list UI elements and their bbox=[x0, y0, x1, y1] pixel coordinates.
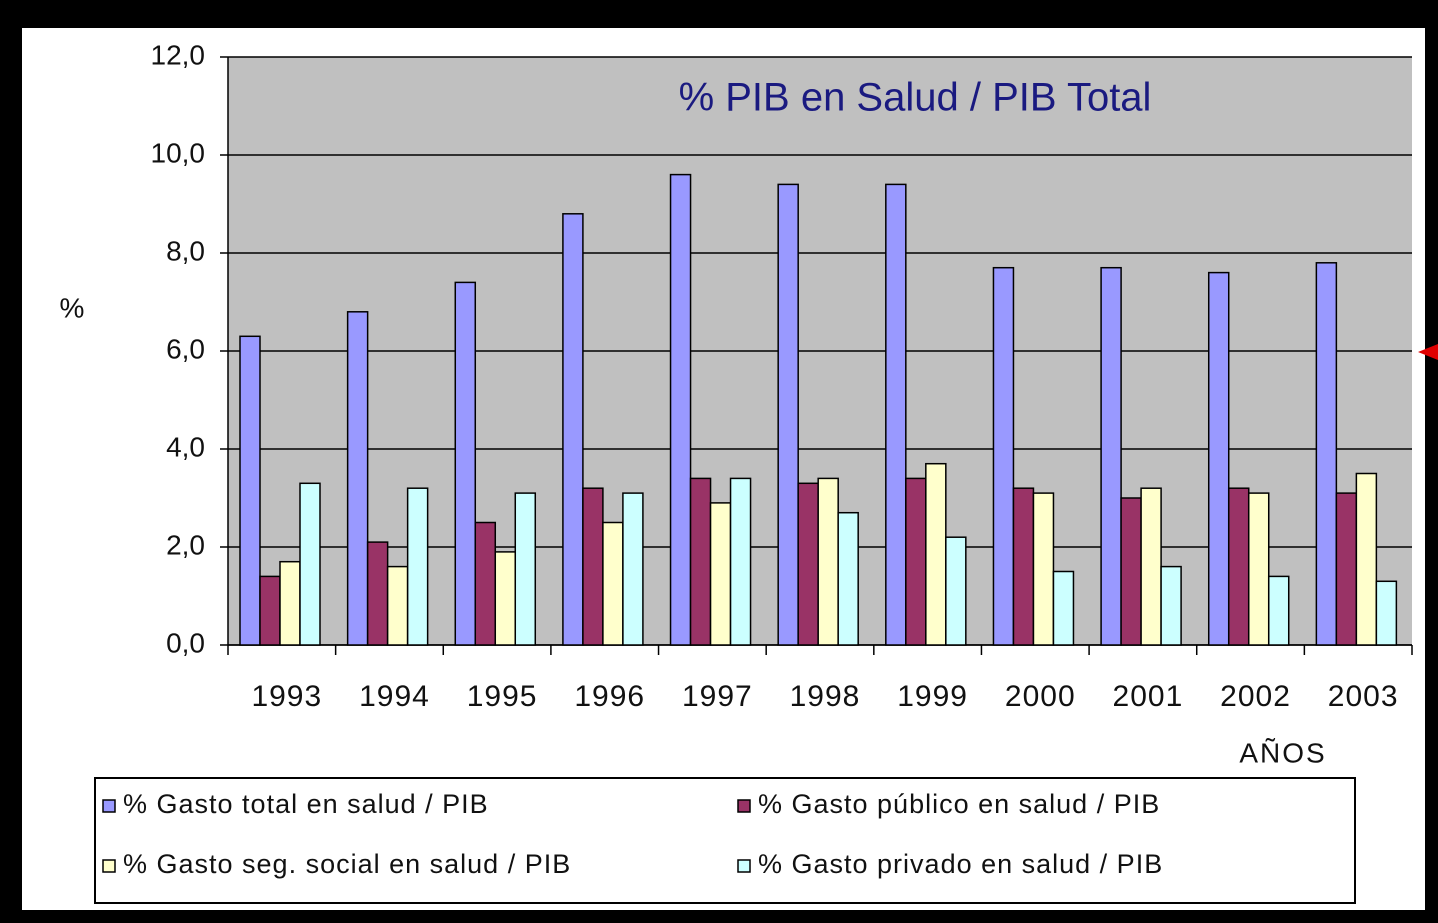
y-tick-label: 4,0 bbox=[166, 431, 205, 462]
bar bbox=[945, 536, 967, 646]
bar bbox=[1100, 266, 1122, 646]
bar bbox=[837, 511, 859, 646]
bar bbox=[709, 502, 732, 646]
bar bbox=[622, 492, 644, 646]
bar bbox=[1375, 580, 1398, 646]
x-tick-label: 1998 bbox=[790, 680, 861, 713]
bar bbox=[797, 482, 819, 646]
bar bbox=[346, 311, 369, 646]
bar bbox=[1227, 487, 1250, 646]
legend bbox=[94, 777, 1356, 904]
bar bbox=[905, 477, 927, 646]
x-axis-label: AÑOS bbox=[1239, 737, 1326, 768]
legend-swatch bbox=[102, 799, 116, 813]
y-axis-label: % bbox=[60, 292, 85, 323]
legend-label: % Gasto privado en salud / PIB bbox=[758, 849, 1163, 879]
x-tick-label: 2003 bbox=[1328, 680, 1399, 713]
bar bbox=[1315, 262, 1338, 646]
bar bbox=[279, 560, 301, 646]
y-tick-label: 8,0 bbox=[166, 235, 205, 266]
x-tick-label: 1994 bbox=[359, 680, 430, 713]
x-tick-label: 1999 bbox=[897, 680, 968, 713]
bar bbox=[885, 183, 907, 646]
bar bbox=[406, 487, 429, 646]
legend-swatch bbox=[102, 859, 116, 873]
x-tick-label: 2001 bbox=[1113, 680, 1184, 713]
bar bbox=[1247, 492, 1270, 646]
x-tick-label: 1996 bbox=[574, 680, 645, 713]
bar bbox=[1335, 492, 1358, 646]
bar bbox=[689, 477, 712, 646]
bar bbox=[514, 492, 537, 646]
bar bbox=[562, 213, 584, 646]
bar bbox=[582, 487, 604, 646]
bar bbox=[366, 541, 389, 646]
bar bbox=[299, 482, 321, 646]
bar bbox=[602, 521, 624, 646]
bar bbox=[239, 335, 261, 646]
x-tick-label: 2002 bbox=[1220, 680, 1291, 713]
x-tick-label: 1995 bbox=[467, 680, 538, 713]
x-tick-label: 2000 bbox=[1005, 680, 1076, 713]
bar bbox=[454, 281, 477, 646]
x-tick-label: 1993 bbox=[251, 680, 322, 713]
bar bbox=[1267, 575, 1290, 646]
y-tick-label: 2,0 bbox=[166, 529, 205, 560]
bar bbox=[1120, 497, 1142, 646]
legend-swatch bbox=[737, 859, 751, 873]
legend-label: % Gasto público en salud / PIB bbox=[758, 789, 1160, 819]
bar bbox=[817, 477, 839, 646]
bar bbox=[925, 462, 947, 646]
legend-label: % Gasto seg. social en salud / PIB bbox=[123, 849, 571, 879]
y-tick-label: 10,0 bbox=[151, 137, 206, 168]
bar bbox=[1052, 570, 1075, 646]
bar bbox=[1207, 271, 1230, 646]
arrow bbox=[1418, 344, 1438, 360]
bar bbox=[1160, 565, 1182, 646]
chart-title: % PIB en Salud / PIB Total bbox=[679, 76, 1152, 120]
bar bbox=[1012, 487, 1035, 646]
bar bbox=[1140, 487, 1162, 646]
bar bbox=[992, 266, 1015, 646]
bar bbox=[729, 477, 752, 646]
bar bbox=[669, 173, 692, 646]
y-tick-label: 6,0 bbox=[166, 333, 205, 364]
bar bbox=[777, 183, 799, 646]
bar bbox=[259, 575, 281, 646]
y-tick-label: 0,0 bbox=[166, 627, 205, 658]
bar bbox=[494, 551, 517, 646]
bar bbox=[1355, 472, 1378, 646]
bar bbox=[386, 565, 409, 646]
y-tick-label: 12,0 bbox=[151, 39, 206, 70]
legend-label: % Gasto total en salud / PIB bbox=[123, 789, 489, 819]
bar bbox=[474, 521, 497, 646]
bar bbox=[1032, 492, 1055, 646]
legend-swatch bbox=[737, 799, 751, 813]
x-tick-label: 1997 bbox=[682, 680, 753, 713]
